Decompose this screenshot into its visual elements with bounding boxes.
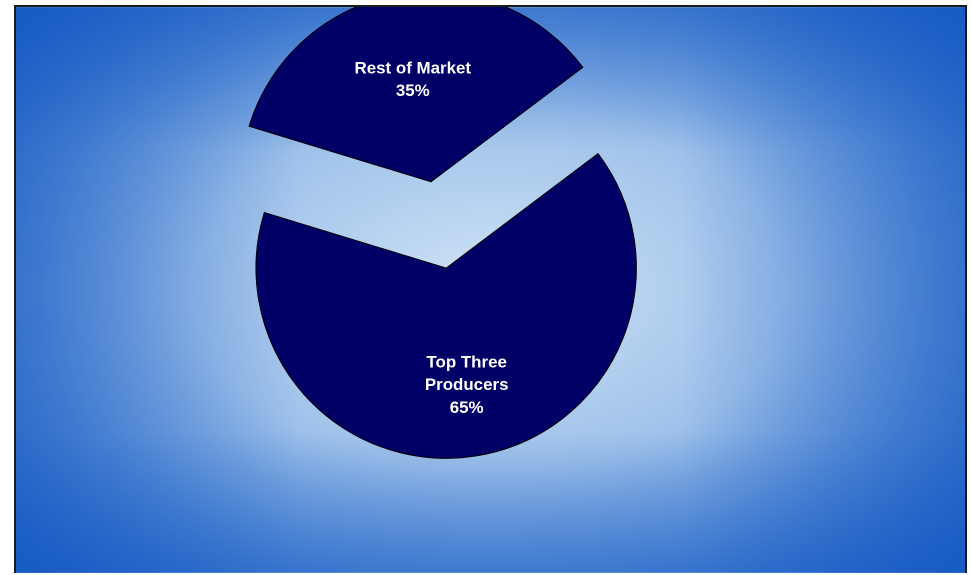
pie-slice-top-three-producers (255, 152, 637, 459)
pie-slice-rest-of-market (248, 7, 584, 183)
pie-chart: Top Three Producers 65% Rest of Market 35% (16, 7, 965, 573)
chart-frame: Top Three Producers 65% Rest of Market 35% (14, 5, 967, 573)
pie-value-label-rest-of-market: 35% (396, 81, 430, 100)
pie-category-label-rest-of-market-line-0: Rest of Market (355, 58, 472, 77)
pie-slices (248, 7, 637, 459)
pie-value-label-top-three-producers: 65% (450, 398, 484, 417)
pie-category-label-top-three-producers-line-1: Producers (425, 375, 509, 394)
pie-category-label-top-three-producers-line-0: Top Three (426, 352, 506, 371)
pie-labels: Top Three Producers 65% Rest of Market 35% (355, 58, 509, 417)
